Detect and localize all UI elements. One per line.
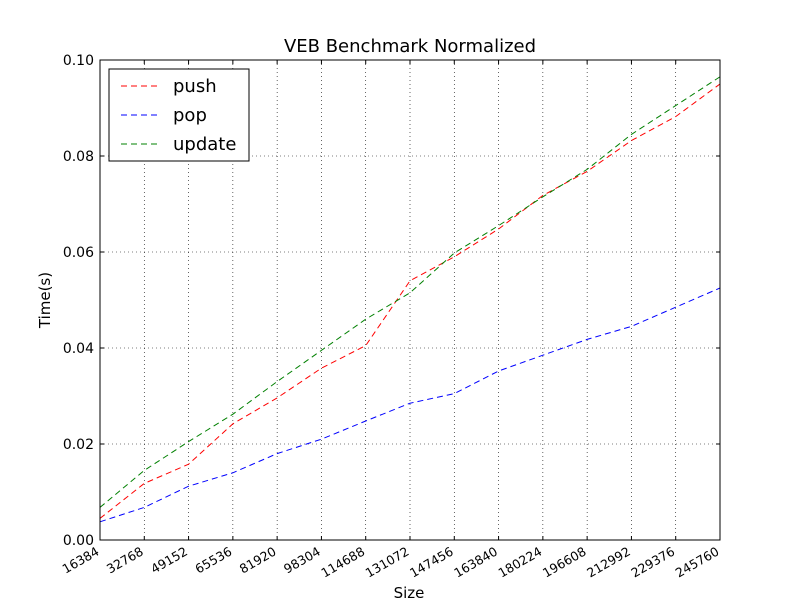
legend-label-update: update <box>173 134 236 155</box>
y-tick-label: 0.06 <box>63 245 94 261</box>
series-update <box>99 76 721 508</box>
y-tick-label: 0.10 <box>63 53 94 69</box>
chart-title: VEB Benchmark Normalized <box>284 36 536 57</box>
series-line-update <box>99 76 721 508</box>
legend-label-pop: pop <box>173 105 207 126</box>
y-tick-label: 0.02 <box>63 437 94 453</box>
y-axis-label: Time(s) <box>36 272 54 329</box>
series-line-push <box>99 83 721 519</box>
axis-ticks <box>99 59 721 541</box>
legend: push pop update <box>108 68 250 162</box>
y-tick-label: 0.08 <box>63 149 94 165</box>
legend-label-push: push <box>173 76 217 97</box>
y-tick-label: 0.04 <box>63 341 94 357</box>
x-axis-label: Size <box>394 584 425 600</box>
y-tick-label: 0.00 <box>63 533 94 549</box>
